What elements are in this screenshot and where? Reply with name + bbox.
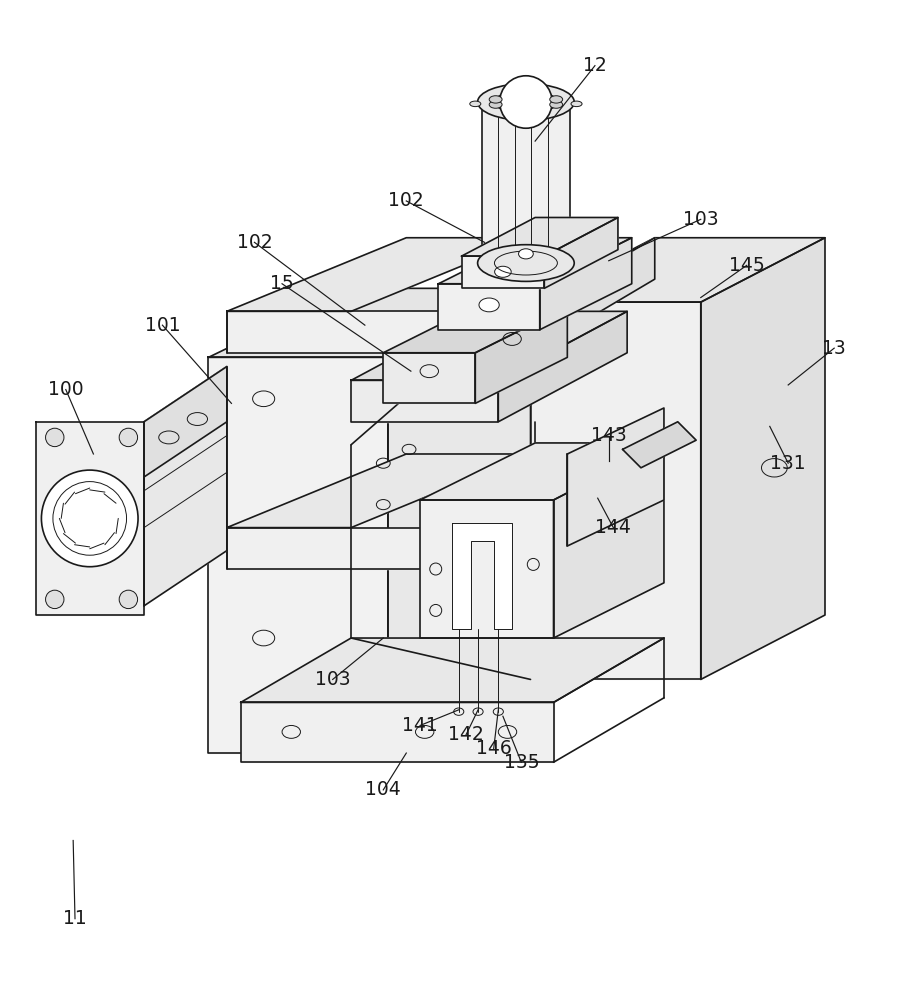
Ellipse shape xyxy=(479,298,499,312)
Polygon shape xyxy=(545,217,617,288)
Polygon shape xyxy=(622,422,696,468)
Text: 141: 141 xyxy=(402,716,438,735)
Polygon shape xyxy=(475,307,568,403)
Polygon shape xyxy=(462,217,617,256)
Polygon shape xyxy=(438,284,540,330)
Text: 142: 142 xyxy=(449,725,484,744)
Polygon shape xyxy=(227,311,531,353)
Polygon shape xyxy=(531,302,701,679)
Polygon shape xyxy=(452,523,512,629)
Text: 13: 13 xyxy=(822,339,846,358)
Polygon shape xyxy=(420,500,554,638)
Polygon shape xyxy=(209,357,388,753)
Ellipse shape xyxy=(495,90,557,114)
Text: 100: 100 xyxy=(48,380,84,399)
Polygon shape xyxy=(420,443,664,500)
Ellipse shape xyxy=(550,96,563,103)
Polygon shape xyxy=(383,307,568,353)
Polygon shape xyxy=(568,408,664,546)
Polygon shape xyxy=(498,311,627,422)
Ellipse shape xyxy=(495,266,511,277)
Ellipse shape xyxy=(45,590,64,609)
Polygon shape xyxy=(144,367,227,477)
Text: 103: 103 xyxy=(683,210,719,229)
Ellipse shape xyxy=(550,101,563,108)
Text: 144: 144 xyxy=(595,518,631,537)
Polygon shape xyxy=(701,238,825,679)
Text: 104: 104 xyxy=(366,780,402,799)
Polygon shape xyxy=(36,422,144,615)
FancyBboxPatch shape xyxy=(482,102,569,263)
Ellipse shape xyxy=(477,245,574,281)
Text: 11: 11 xyxy=(63,909,87,928)
Ellipse shape xyxy=(477,84,574,120)
Text: 143: 143 xyxy=(591,426,627,445)
Polygon shape xyxy=(462,256,545,288)
Polygon shape xyxy=(241,638,664,702)
Polygon shape xyxy=(531,238,654,353)
Text: 131: 131 xyxy=(771,454,806,473)
Text: 135: 135 xyxy=(504,753,539,772)
Ellipse shape xyxy=(519,249,533,259)
Ellipse shape xyxy=(119,590,138,609)
Polygon shape xyxy=(227,238,531,311)
Polygon shape xyxy=(209,288,531,357)
Polygon shape xyxy=(144,367,227,606)
Ellipse shape xyxy=(42,470,138,567)
Text: 102: 102 xyxy=(389,191,424,210)
Text: 101: 101 xyxy=(145,316,180,335)
Polygon shape xyxy=(351,311,627,380)
Text: 146: 146 xyxy=(476,739,511,758)
Ellipse shape xyxy=(489,96,502,103)
Ellipse shape xyxy=(45,428,64,447)
Polygon shape xyxy=(531,238,825,302)
Polygon shape xyxy=(438,238,631,284)
Polygon shape xyxy=(531,454,654,569)
Ellipse shape xyxy=(489,101,502,108)
Text: 15: 15 xyxy=(270,274,294,293)
Polygon shape xyxy=(351,380,498,422)
Polygon shape xyxy=(540,238,631,330)
Text: 12: 12 xyxy=(583,56,606,75)
Ellipse shape xyxy=(499,76,552,128)
Text: 103: 103 xyxy=(315,670,351,689)
Polygon shape xyxy=(227,528,531,569)
Polygon shape xyxy=(241,702,554,762)
Polygon shape xyxy=(554,443,664,638)
Text: 102: 102 xyxy=(236,233,272,252)
Ellipse shape xyxy=(470,101,481,107)
Polygon shape xyxy=(227,454,531,528)
Ellipse shape xyxy=(571,101,582,107)
Polygon shape xyxy=(388,288,531,753)
Text: 145: 145 xyxy=(729,256,764,275)
Polygon shape xyxy=(383,353,475,403)
Ellipse shape xyxy=(119,428,138,447)
